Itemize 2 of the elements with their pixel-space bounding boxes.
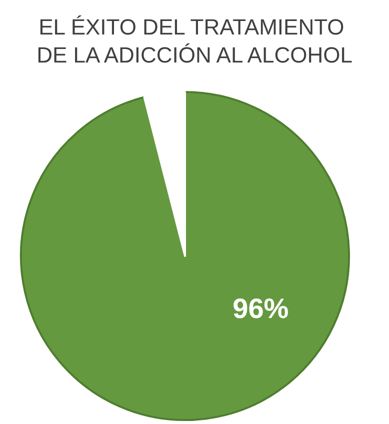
chart-title: EL ÉXITO DEL TRATAMIENTO DE LA ADICCIÓN AL ALCOHOL	[36, 14, 352, 68]
data-label: 96%	[232, 292, 289, 324]
